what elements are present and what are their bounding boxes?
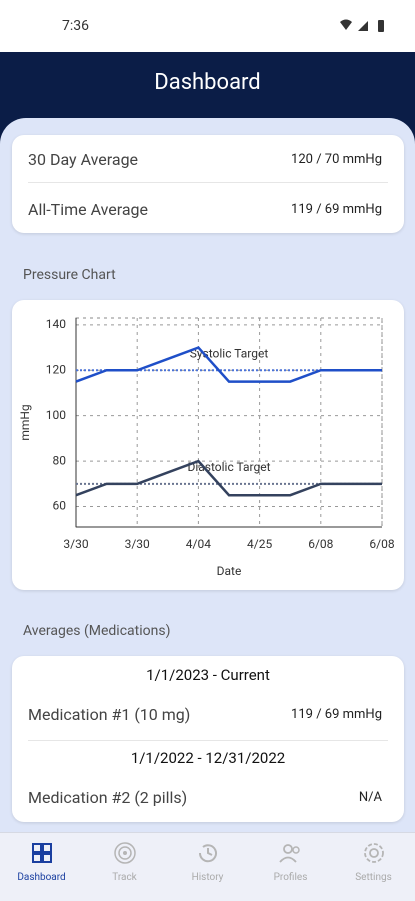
y-axis-label: mmHg <box>18 404 32 440</box>
medication-row: Medication #2 (2 pills) N/A <box>28 773 382 821</box>
series-line <box>75 459 382 497</box>
nav-tab[interactable]: Track <box>83 833 166 901</box>
divider <box>28 740 388 741</box>
nav-tab[interactable]: Settings <box>332 833 415 901</box>
bottom-nav: Dashboard Track History Profiles Settings <box>0 832 415 901</box>
content: 30 Day Average 120 / 70 mmHg All-Time Av… <box>0 118 415 832</box>
medication-value: 119 / 69 mmHg <box>291 706 382 722</box>
average-value: 119 / 69 mmHg <box>291 201 382 217</box>
x-tick-label: 4/25 <box>247 537 272 551</box>
y-tick-label: 80 <box>53 453 67 467</box>
y-tick-label: 140 <box>46 317 66 331</box>
status-bar: 7:36 <box>0 0 415 52</box>
average-row: All-Time Average 119 / 69 mmHg <box>28 185 382 233</box>
medication-name: Medication #2 (2 pills) <box>28 787 188 807</box>
average-label: All-Time Average <box>28 199 149 219</box>
target-label: Systolic Target <box>190 346 269 360</box>
medications-card: 1/1/2023 - Current Medication #1 (10 mg)… <box>12 656 404 822</box>
nav-label: Profiles <box>273 872 308 883</box>
chart: 60 80 100 120 140 3/30 3/30 4/04 4/25 6/08 6/08 Dat… <box>18 317 395 578</box>
x-tick-label: 6/08 <box>308 537 333 551</box>
average-label: 30 Day Average <box>28 149 139 169</box>
y-tick-label: 60 <box>53 499 67 513</box>
nav-icon <box>114 842 136 864</box>
app-bar: Dashboard <box>0 52 415 122</box>
period: 1/1/2023 - Current <box>146 666 270 684</box>
x-tick-label: 3/30 <box>125 537 150 551</box>
nav-tab[interactable]: Dashboard <box>0 833 83 901</box>
average-value: 120 / 70 mmHg <box>291 151 382 167</box>
divider <box>28 182 388 183</box>
medication-row: Medication #1 (10 mg) 119 / 69 mmHg <box>28 690 382 738</box>
clock: 7:36 <box>62 18 89 34</box>
nav-label: Settings <box>355 872 392 883</box>
medication-value: N/A <box>358 789 382 805</box>
period: 1/1/2022 - 12/31/2022 <box>130 749 286 767</box>
averages-card: 30 Day Average 120 / 70 mmHg All-Time Av… <box>12 135 404 233</box>
section-title: Pressure Chart <box>23 267 116 283</box>
nav-label: Dashboard <box>17 872 66 883</box>
average-row: 30 Day Average 120 / 70 mmHg <box>28 135 382 183</box>
nav-icon <box>364 843 384 863</box>
nav-icon <box>279 844 300 863</box>
y-tick-label: 120 <box>46 362 66 376</box>
series-line <box>75 346 382 383</box>
nav-label: Track <box>112 872 137 883</box>
x-tick-label: 3/30 <box>63 537 88 551</box>
section-title: Averages (Medications) <box>23 623 171 639</box>
nav-tab[interactable]: Profiles <box>249 833 332 901</box>
y-tick-label: 100 <box>46 408 66 422</box>
nav-tab[interactable]: History <box>166 833 249 901</box>
x-tick-label: 6/08 <box>369 537 394 551</box>
nav-label: History <box>191 872 224 883</box>
x-axis-label: Date <box>217 564 242 578</box>
nav-icon <box>32 843 52 863</box>
status-icons <box>340 19 384 32</box>
screen-title: Dashboard <box>154 70 261 95</box>
medication-name: Medication #1 (10 mg) <box>28 704 191 724</box>
chart-card: 60 80 100 120 140 3/30 3/30 4/04 4/25 6/08 6/08 Dat… <box>12 300 404 590</box>
x-tick-label: 4/04 <box>186 537 211 551</box>
nav-icon <box>198 844 217 863</box>
